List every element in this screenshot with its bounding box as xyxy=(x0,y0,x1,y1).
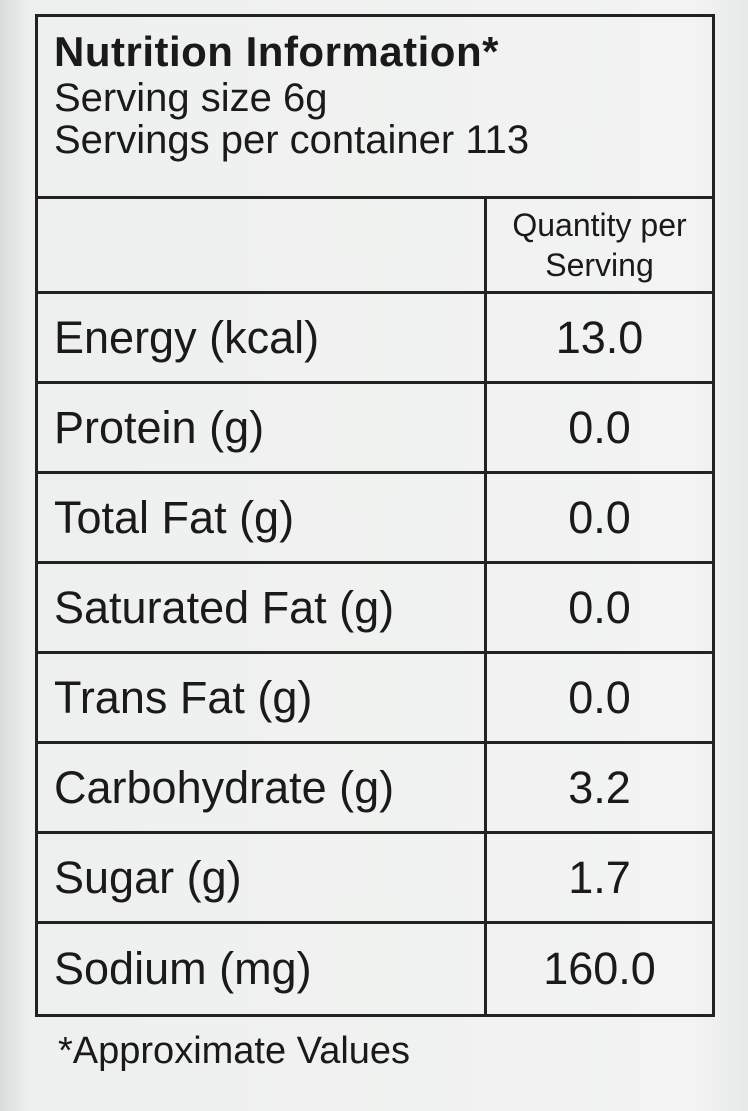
nutrient-value: 160.0 xyxy=(543,943,656,994)
nutrient-name: Total Fat (g) xyxy=(38,474,487,561)
label-header: Nutrition Information* Serving size 6g S… xyxy=(38,17,712,199)
nutrient-value: 3.2 xyxy=(568,761,631,813)
header-row: Quantity per Serving xyxy=(38,199,712,294)
title: Nutrition Information* xyxy=(54,28,499,75)
nutrient-value: 1.7 xyxy=(568,851,631,903)
table-row: Total Fat (g) 0.0 xyxy=(38,474,712,564)
table: Quantity per Serving Energy (kcal) 13.0 Pr… xyxy=(38,199,712,1014)
table-row: Trans Fat (g) 0.0 xyxy=(38,654,712,744)
nutrition-label: Nutrition Information* Serving size 6g S… xyxy=(35,14,715,1017)
nutrient-name: Saturated Fat (g) xyxy=(38,564,487,651)
table-row: Sodium (mg) 160.0 xyxy=(38,924,712,1014)
table-row: Saturated Fat (g) 0.0 xyxy=(38,564,712,654)
table-row: Protein (g) 0.0 xyxy=(38,384,712,474)
table-row: Sugar (g) 1.7 xyxy=(38,834,712,924)
nutrient-name: Trans Fat (g) xyxy=(38,654,487,741)
nutrient-name: Sodium (mg) xyxy=(38,924,487,1014)
nutrient-value: 0.0 xyxy=(568,401,631,453)
serving-size: Serving size 6g xyxy=(54,76,328,120)
nutrient-value: 13.0 xyxy=(555,311,644,363)
nutrient-name: Energy (kcal) xyxy=(38,294,487,381)
footnote: *Approximate Values xyxy=(58,1030,411,1072)
column-header: Quantity per Serving xyxy=(512,207,687,283)
nutrient-value: 0.0 xyxy=(568,581,631,633)
nutrient-name: Sugar (g) xyxy=(38,834,487,921)
servings: Servings per container 113 xyxy=(54,118,530,162)
nutrient-value: 0.0 xyxy=(568,671,631,723)
empty-cell xyxy=(38,199,487,291)
table-row: Carbohydrate (g) 3.2 xyxy=(38,744,712,834)
nutrient-name: Protein (g) xyxy=(38,384,487,471)
nutrient-value: 0.0 xyxy=(568,491,631,543)
nutrient-name: Carbohydrate (g) xyxy=(38,744,487,831)
table-row: Energy (kcal) 13.0 xyxy=(38,294,712,384)
